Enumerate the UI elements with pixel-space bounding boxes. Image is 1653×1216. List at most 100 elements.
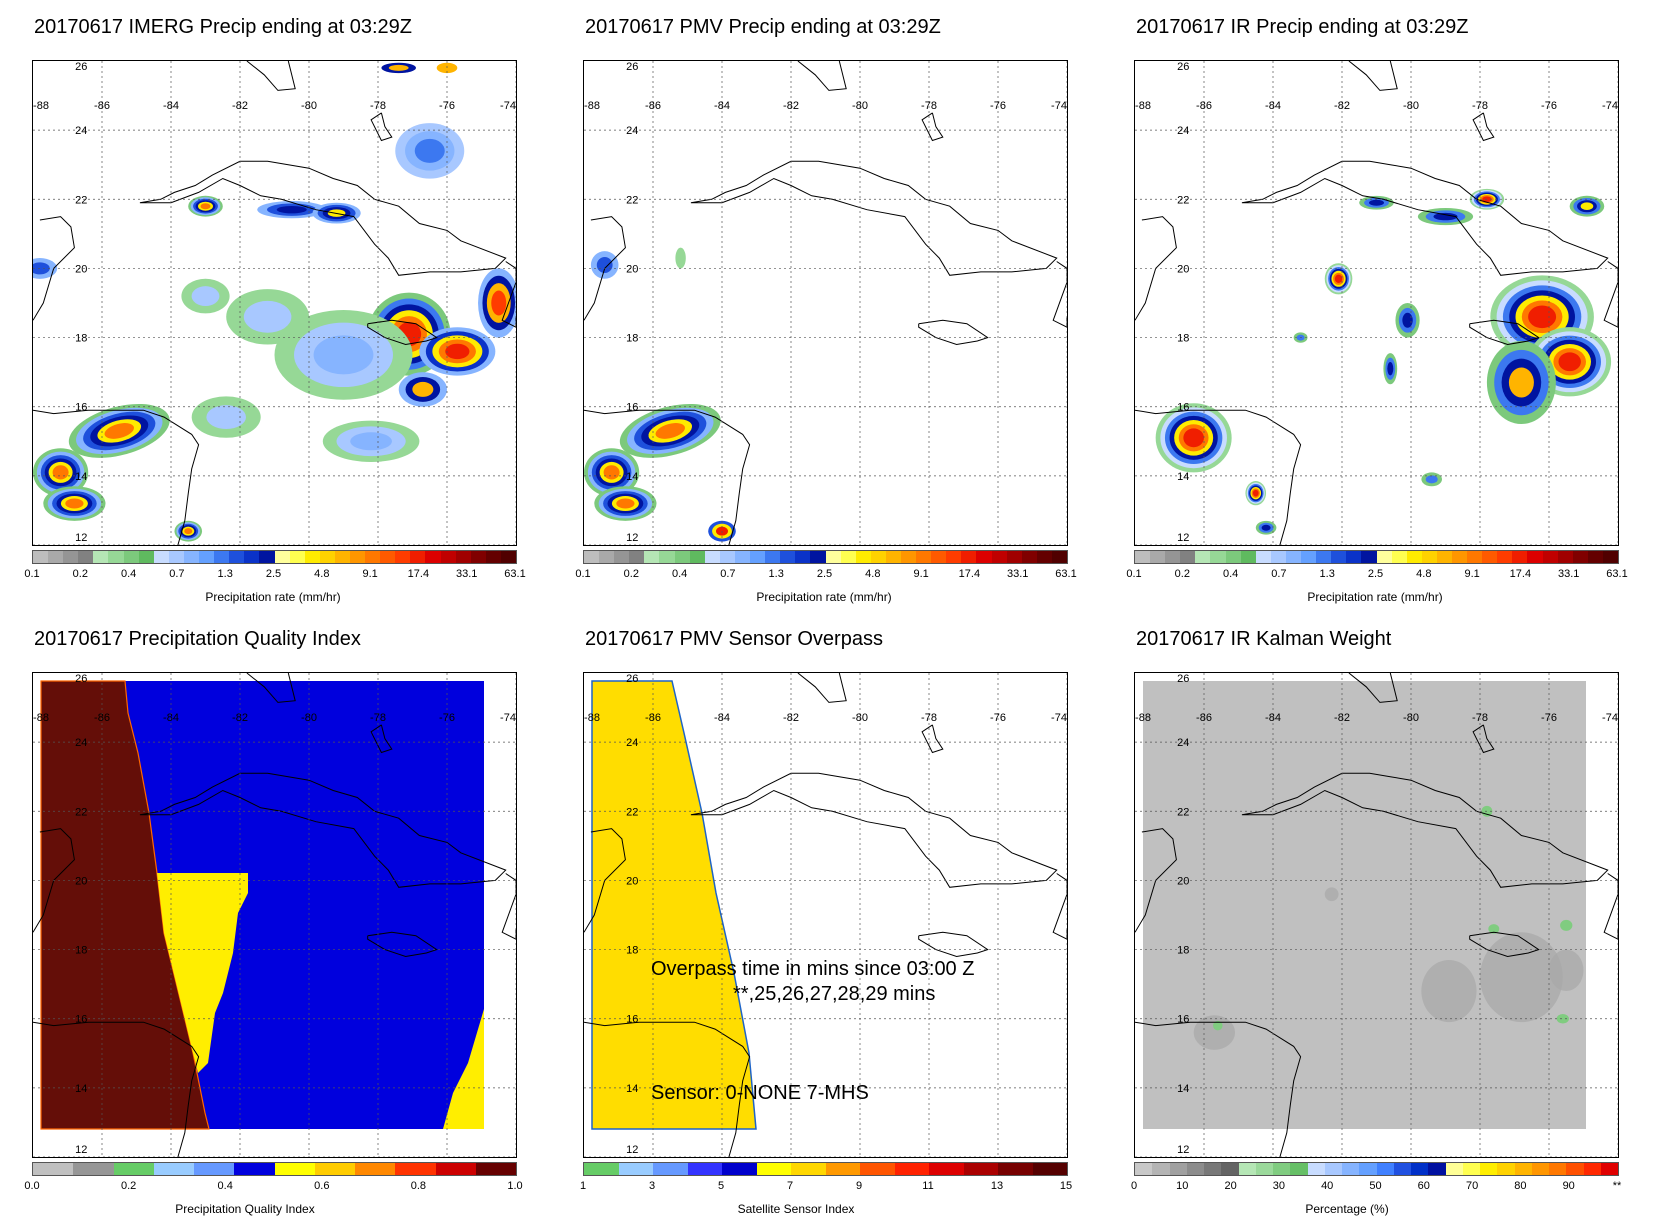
colorbar-tick-label: 0.7 — [169, 568, 185, 580]
colorbar-swatch — [1285, 551, 1302, 563]
colorbar-tick-label: 2.5 — [265, 568, 282, 580]
lat-label: 16 — [626, 402, 638, 414]
colorbar-swatch — [584, 551, 600, 563]
lon-label: -84 — [714, 712, 730, 724]
colorbar-tick-label: 11 — [922, 1180, 934, 1192]
coastline — [1052, 261, 1067, 328]
colorbar-swatch — [33, 1163, 74, 1175]
lat-label: 22 — [75, 806, 87, 818]
lat-label: 14 — [75, 1083, 87, 1095]
colorbar-tick-label: 63.1 — [1055, 568, 1077, 580]
lat-label: 18 — [1177, 333, 1189, 345]
kalman-gray-cell — [1421, 959, 1477, 1023]
colorbar-tick-label: 60 — [1417, 1180, 1430, 1192]
colorbar-swatch — [1549, 1163, 1567, 1175]
colorbar-precip — [583, 550, 1068, 564]
map-pmv: -88 -86 -84 -82 -80 -78 -76 -74 26 24 22 20 18 16 14 12 — [583, 60, 1068, 546]
coastline — [584, 1021, 751, 1157]
colorbar-swatch — [1359, 1163, 1377, 1175]
colorbar-tick-label: 2.5 — [1367, 568, 1384, 580]
lat-label: 12 — [1177, 532, 1189, 544]
colorbar-swatch — [1240, 551, 1256, 563]
colorbar-swatch — [48, 551, 64, 563]
kalman-gray-cell — [1324, 887, 1339, 902]
colorbar-swatch — [629, 551, 645, 563]
colorbar-swatch — [1566, 1163, 1584, 1175]
panel-title: 20170617 PMV Precip ending at 03:29Z — [585, 16, 941, 38]
colorbar-swatch — [304, 551, 320, 563]
precip-cell — [1261, 524, 1271, 531]
colorbar-swatch — [1531, 1163, 1549, 1175]
precip-cell — [1334, 274, 1343, 283]
colorbar-tick-label: 9.1 — [913, 568, 929, 580]
precip-cell — [412, 381, 434, 397]
colorbar-swatch — [1150, 551, 1166, 563]
lat-label: 26 — [75, 673, 87, 685]
lon-label: -84 — [1265, 712, 1281, 724]
colorbar-swatch — [319, 551, 335, 563]
kalman-area — [1143, 681, 1586, 1129]
precip-cell — [1508, 367, 1534, 398]
lon-label: -80 — [301, 100, 317, 112]
lon-label: -88 — [584, 100, 600, 112]
coastline — [139, 160, 507, 276]
coastline — [584, 409, 751, 545]
colorbar-swatch — [410, 551, 426, 563]
colorbar-swatch — [1221, 1163, 1239, 1175]
overpass-area — [591, 680, 757, 1130]
colorbar-swatch — [1186, 1163, 1204, 1175]
colorbar-title: Precipitation Quality Index — [175, 1202, 315, 1216]
coastline — [921, 112, 944, 142]
lat-label: 24 — [75, 737, 87, 749]
colorbar-swatch — [963, 1163, 998, 1175]
colorbar-swatch — [1255, 1163, 1273, 1175]
colorbar-swatch — [1195, 551, 1211, 563]
colorbar-swatch — [1135, 551, 1151, 563]
colorbar-sensor — [583, 1162, 1068, 1176]
colorbar-tick-label: 7 — [786, 1180, 794, 1192]
colorbar-swatch — [618, 1163, 653, 1175]
colorbar-tick-label: 1.3 — [768, 568, 784, 580]
colorbar-swatch — [1210, 551, 1226, 563]
colorbar-swatch — [138, 551, 154, 563]
coastline — [918, 931, 989, 958]
lon-label: -76 — [990, 100, 1006, 112]
lon-label: -84 — [163, 100, 179, 112]
lat-label: 18 — [75, 945, 87, 957]
lon-label: -74 — [1051, 100, 1067, 112]
map-kalman: -88 -86 -84 -82 -80 -78 -76 -74 26 24 22 20 18 16 14 12 — [1134, 672, 1619, 1158]
lon-label: -82 — [232, 100, 248, 112]
coastline — [246, 673, 296, 703]
colorbar-tick-label: 4.8 — [1416, 568, 1432, 580]
panel-imerg: 20170617 IMERG Precip ending at 03:29Z -… — [0, 0, 551, 606]
colorbar-swatch — [1316, 551, 1332, 563]
colorbar-tick-label: 63.1 — [504, 568, 526, 580]
colorbar-swatch — [1436, 551, 1452, 563]
precip-cell — [603, 465, 620, 480]
lat-label: 22 — [1177, 806, 1189, 818]
colorbar-swatch — [234, 1163, 275, 1175]
colorbar-tick-label: ** — [1612, 1180, 1622, 1192]
colorbar-swatch — [870, 551, 886, 563]
lon-label: -86 — [645, 100, 661, 112]
colorbar-swatch — [900, 551, 917, 563]
lat-label: 24 — [626, 125, 638, 137]
colorbar-tick-label: 4.8 — [314, 568, 330, 580]
lat-label: 18 — [1177, 945, 1189, 957]
colorbar-swatch — [1482, 551, 1498, 563]
colorbar-swatch — [274, 551, 290, 563]
precip-cell — [1369, 199, 1384, 206]
precip-cell — [1528, 305, 1557, 329]
coastline — [1135, 216, 1177, 321]
colorbar-swatch — [1204, 1163, 1222, 1175]
coastline — [797, 61, 847, 91]
colorbar-swatch — [1393, 1163, 1411, 1175]
kalman-gray-cell — [1480, 932, 1563, 1023]
colorbar-swatch — [998, 1163, 1033, 1175]
colorbar-tick-label: 1.3 — [217, 568, 233, 580]
colorbar-tick-label: 2.5 — [816, 568, 833, 580]
colorbar-title: Percentage (%) — [1305, 1202, 1389, 1216]
colorbar-swatch — [1391, 551, 1407, 563]
coastline — [370, 724, 393, 754]
lat-label: 12 — [75, 1144, 87, 1156]
